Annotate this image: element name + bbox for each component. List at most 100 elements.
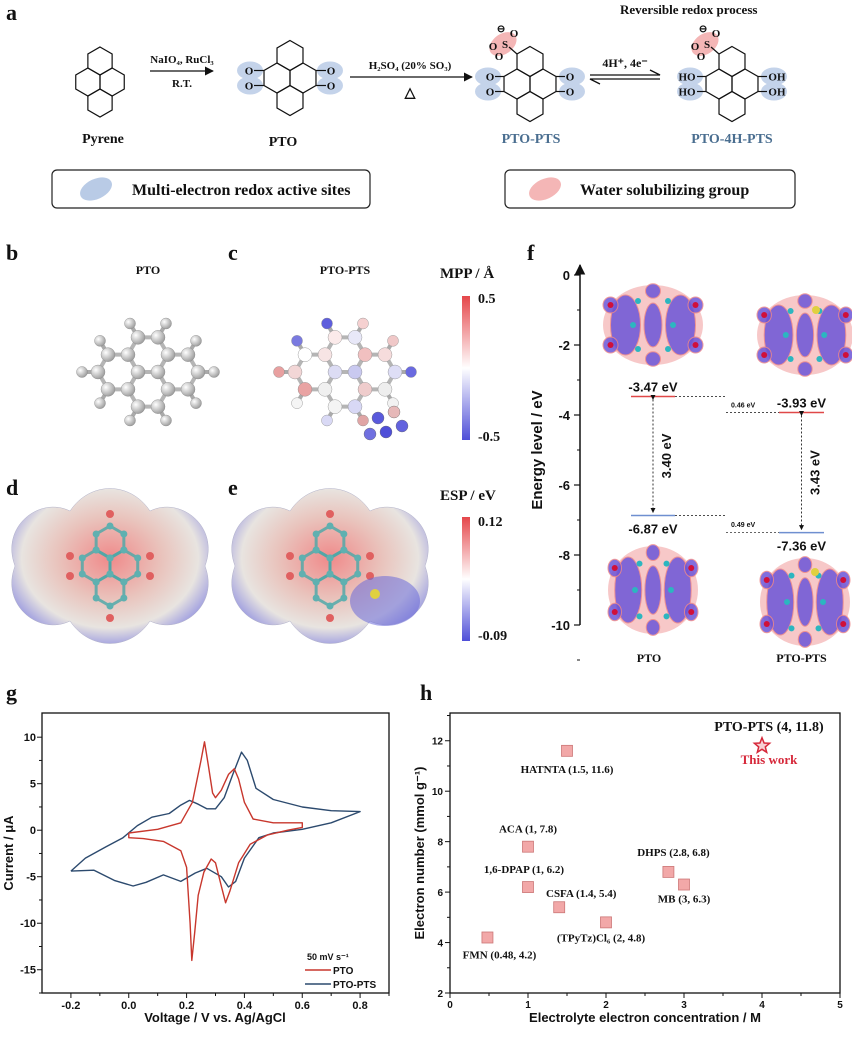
negative-charge-icon: ⊖ bbox=[699, 24, 707, 35]
energy-tick-label: -8 bbox=[558, 548, 570, 563]
data-point-label: MB (3, 6.3) bbox=[658, 894, 711, 906]
atom-label: O bbox=[566, 87, 575, 99]
mpp-colorbar: MPP / Å 0.5 -0.5 bbox=[440, 266, 500, 445]
atom-label: O bbox=[691, 41, 700, 53]
carbon-atom bbox=[100, 347, 116, 362]
orbital-lobe-negative bbox=[614, 556, 643, 624]
pto-esp-surface bbox=[11, 488, 209, 644]
carbon-atom bbox=[106, 602, 114, 610]
cv-legend-title: 50 mV s⁻¹ bbox=[307, 952, 349, 962]
oxygen-atom bbox=[326, 510, 334, 518]
pto-pts-mpp-model bbox=[273, 317, 417, 441]
orbital-lobe-negative bbox=[644, 565, 662, 615]
legend-label-pto-pts: PTO-PTS bbox=[333, 980, 376, 991]
oxygen-atom bbox=[146, 572, 154, 580]
benzene-ring bbox=[718, 90, 746, 123]
carbon-atom bbox=[120, 530, 128, 538]
carbon-atom bbox=[120, 578, 128, 586]
lumo-shift-label: 0.46 eV bbox=[731, 403, 755, 410]
orbital-lobe-negative bbox=[797, 293, 813, 309]
panel-label-f: f bbox=[527, 240, 535, 265]
carbon-atom bbox=[663, 560, 670, 567]
mpp-colorbar-title: MPP / Å bbox=[440, 266, 494, 282]
redox-site-highlight bbox=[677, 82, 704, 101]
lumo-energy-label: -3.47 eV bbox=[628, 379, 677, 394]
sulfonate-atom bbox=[363, 427, 377, 441]
data-point-label: ACA (1, 7.8) bbox=[499, 824, 557, 836]
carbon-atom bbox=[668, 587, 674, 593]
legend-label-pto: PTO bbox=[333, 966, 354, 977]
sulfonate-negative-region bbox=[350, 576, 420, 626]
energy-tick-label: -2 bbox=[558, 338, 570, 353]
step1-reagents: NaIO₄, RuCl₃ bbox=[150, 54, 214, 66]
x-tick-label: 1 bbox=[525, 1000, 531, 1011]
oxygen-atom bbox=[286, 572, 294, 580]
carbon-atom bbox=[354, 554, 362, 562]
compound-name-pto-4h-pts: PTO-4H-PTS bbox=[691, 132, 773, 147]
negative-charge-icon: ⊖ bbox=[497, 24, 505, 35]
benzene-ring bbox=[75, 67, 101, 97]
molecule-name: PTO bbox=[637, 651, 661, 665]
carbon-atom bbox=[815, 625, 822, 632]
redox-site-highlight bbox=[316, 76, 343, 95]
mpp-max-label: 0.5 bbox=[478, 292, 496, 307]
x-tick-label: 0.6 bbox=[295, 1000, 310, 1012]
terminal-atom bbox=[321, 317, 333, 330]
redox-site-highlight bbox=[760, 67, 787, 86]
terminal-atom bbox=[160, 317, 172, 330]
data-point-marker bbox=[561, 744, 573, 757]
oxygen-atom bbox=[326, 614, 334, 622]
pink-ellipse-icon bbox=[529, 177, 561, 201]
benzene-ring bbox=[731, 68, 759, 100]
carbon-atom bbox=[340, 594, 348, 602]
benzene-ring bbox=[99, 67, 125, 97]
y-tick-label: 10 bbox=[24, 732, 36, 744]
carbon-atom bbox=[92, 546, 100, 554]
energy-tick-label: -4 bbox=[558, 408, 570, 423]
sulfonate-atom bbox=[387, 405, 401, 419]
benzene-ring bbox=[276, 84, 304, 117]
carbon-atom bbox=[312, 578, 320, 586]
heat-symbol: △ bbox=[404, 86, 417, 101]
terminal-atom bbox=[190, 397, 202, 409]
compound-name-pto: PTO bbox=[269, 135, 298, 150]
oxygen-atom bbox=[366, 552, 374, 560]
carbon-atom bbox=[340, 546, 348, 554]
carbon-atom bbox=[92, 594, 100, 602]
carbon-atom bbox=[160, 382, 176, 397]
x-tick-label: 0 bbox=[447, 1000, 453, 1011]
legend-solubilizing-group: Water solubilizing group bbox=[504, 169, 796, 209]
orbital-lobe-negative bbox=[645, 351, 661, 367]
carbon-atom bbox=[630, 322, 636, 328]
data-point-label: 1,6-DPAP (1, 6.2) bbox=[484, 864, 564, 876]
oxygen-atom bbox=[761, 352, 768, 358]
oxygen-atom bbox=[607, 342, 614, 348]
sulfonate-atom bbox=[395, 419, 409, 433]
orbital-lobe-negative bbox=[645, 618, 661, 636]
redox-site-highlight bbox=[316, 61, 343, 80]
data-point-marker bbox=[600, 916, 612, 929]
sulfonate-bond bbox=[710, 46, 720, 55]
carbon-atom bbox=[636, 613, 643, 620]
esp-colorbar-gradient bbox=[462, 517, 470, 641]
pto-pts-esp-surface bbox=[231, 488, 429, 644]
terminal-atom bbox=[357, 317, 369, 330]
orbital-lobe-negative bbox=[610, 294, 641, 356]
carbon-atom bbox=[784, 599, 790, 605]
cv-y-axis-label: Current / μA bbox=[1, 815, 16, 891]
carbon-atom bbox=[317, 347, 333, 362]
step1-conditions: R.T. bbox=[172, 78, 192, 90]
cv-x-axis-label: Voltage / V vs. Ag/AgCl bbox=[144, 1010, 286, 1025]
x-tick-label: 3 bbox=[681, 1000, 687, 1011]
carbon-atom bbox=[160, 347, 176, 362]
carbon-atom bbox=[297, 382, 313, 397]
orbital-lobe-negative bbox=[665, 294, 696, 356]
orbital-lobe-negative bbox=[815, 568, 844, 636]
this-work-label: This work bbox=[741, 752, 798, 767]
carbon-atom bbox=[78, 570, 86, 578]
carbon-atom bbox=[92, 578, 100, 586]
carbon-atom bbox=[327, 399, 343, 414]
carbon-atom bbox=[326, 570, 334, 578]
carbon-atom bbox=[312, 530, 320, 538]
orbital-lobe-negative bbox=[796, 577, 814, 627]
